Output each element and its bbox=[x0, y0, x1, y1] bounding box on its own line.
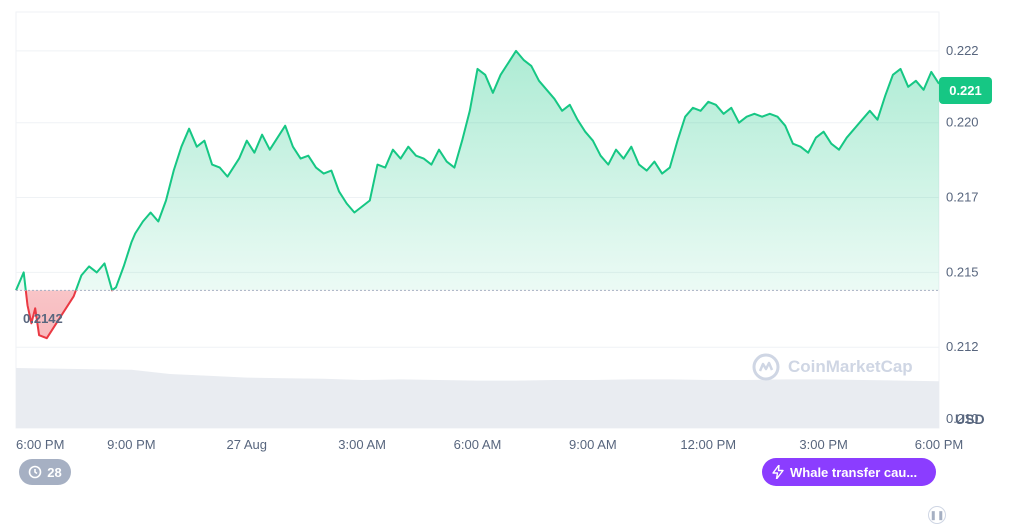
x-tick-label: 27 Aug bbox=[227, 437, 268, 452]
history-count: 28 bbox=[47, 464, 62, 480]
coinmarketcap-logo-icon bbox=[752, 353, 780, 381]
y-tick-label: 0.210 bbox=[946, 411, 979, 426]
x-tick-label: 12:00 PM bbox=[680, 437, 736, 452]
x-tick-label: 3:00 PM bbox=[799, 437, 847, 452]
currency-unit-label: USD bbox=[955, 411, 985, 427]
watermark: CoinMarketCap bbox=[752, 353, 913, 381]
x-tick-label: 6:00 PM bbox=[16, 437, 64, 452]
x-tick-label: 6:00 PM bbox=[915, 437, 963, 452]
y-tick-label: 0.222 bbox=[946, 43, 979, 58]
x-tick-label: 9:00 AM bbox=[569, 437, 617, 452]
event-pill[interactable]: Whale transfer cau... bbox=[762, 458, 936, 486]
lightning-icon bbox=[772, 465, 784, 479]
x-tick-label: 3:00 AM bbox=[338, 437, 386, 452]
volume-area bbox=[16, 368, 939, 428]
volume-bars bbox=[16, 368, 939, 428]
price-line-up bbox=[15, 49, 940, 291]
history-button[interactable]: 28 bbox=[19, 459, 71, 485]
event-pill-text: Whale transfer cau... bbox=[790, 464, 918, 480]
y-tick-label: 0.212 bbox=[946, 339, 979, 354]
current-price-badge: 0.221 bbox=[939, 77, 992, 104]
pause-button[interactable]: ❚❚ bbox=[928, 506, 946, 524]
baseline-price-label: 0.2142 bbox=[23, 311, 63, 326]
y-tick-label: 0.215 bbox=[946, 264, 979, 279]
x-tick-label: 9:00 PM bbox=[107, 437, 155, 452]
y-tick-label: 0.220 bbox=[946, 115, 979, 130]
price-area-up bbox=[16, 50, 939, 291]
history-icon bbox=[28, 465, 42, 479]
pause-icon: ❚❚ bbox=[929, 509, 945, 520]
watermark-text: CoinMarketCap bbox=[788, 357, 913, 376]
y-tick-label: 0.217 bbox=[946, 190, 979, 205]
x-tick-label: 6:00 AM bbox=[454, 437, 502, 452]
